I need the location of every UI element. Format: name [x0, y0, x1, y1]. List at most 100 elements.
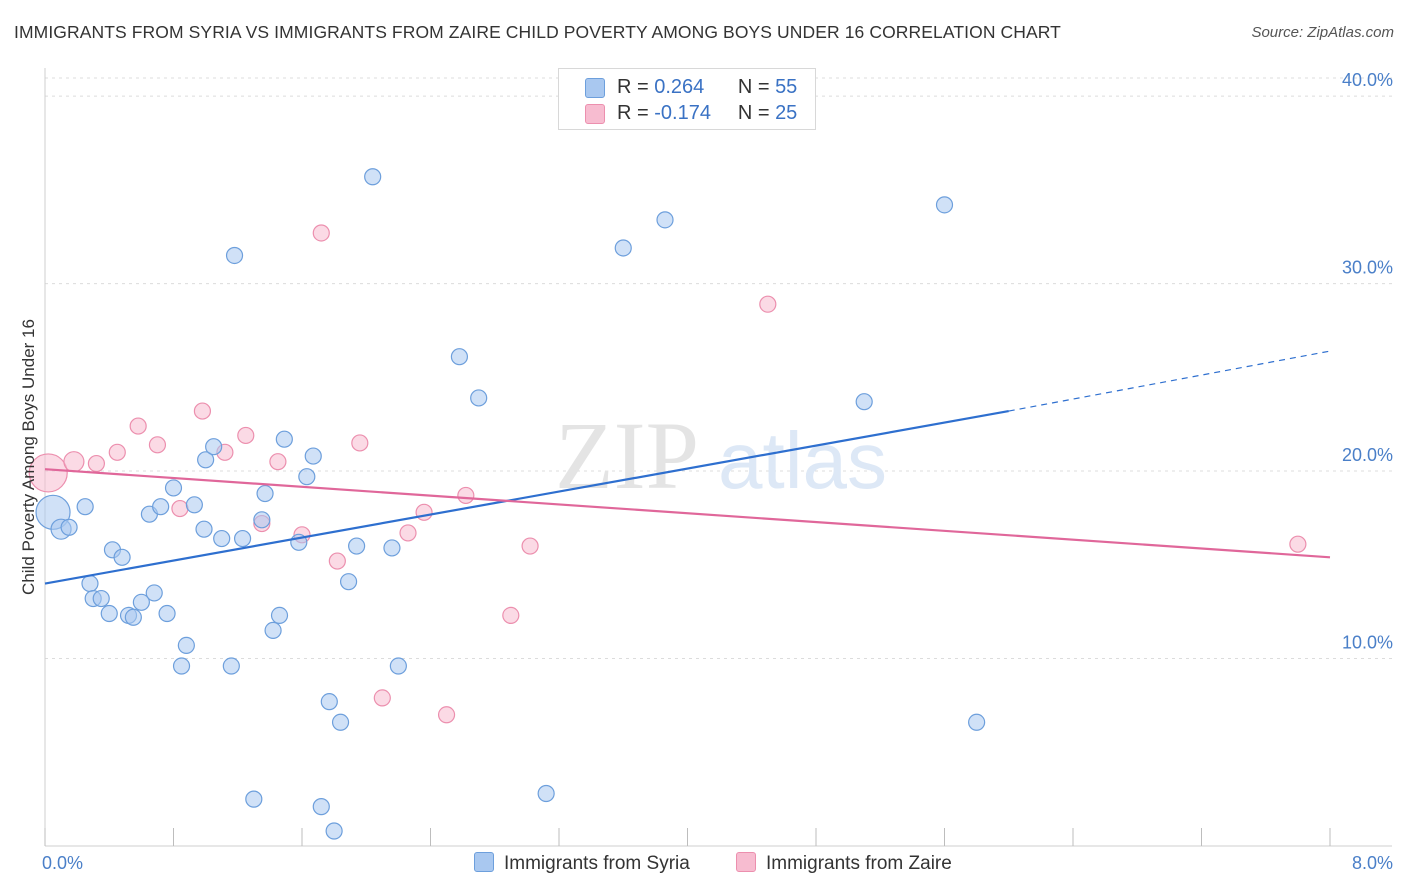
zaire-r-label: R =: [617, 102, 649, 124]
syria-r-value: 0.264: [654, 76, 705, 98]
zaire-point-1: [63, 451, 85, 473]
x-tick-label-1: 8.0%: [1352, 853, 1393, 873]
zaire-point-17: [399, 524, 417, 542]
syria-point-9: [113, 548, 131, 566]
syria-point-25: [222, 657, 240, 675]
legend-item-syria: Immigrants from Syria: [474, 852, 690, 875]
syria-point-20: [185, 496, 203, 514]
zaire-point-23: [759, 295, 777, 313]
syria-n-value: 55: [775, 76, 798, 98]
syria-point-44: [383, 539, 401, 557]
syria-point-3: [76, 498, 94, 516]
zaire-point-2: [87, 454, 106, 473]
watermark-zip: ZIP: [555, 402, 699, 509]
zaire-trend-line: [44, 468, 1331, 559]
syria-point-36: [304, 447, 322, 465]
syria-point-26: [225, 246, 244, 265]
source-label: Source: ZipAtlas.com: [1251, 24, 1394, 41]
watermark: ZIP atlas: [555, 402, 887, 509]
zaire-point-18: [415, 503, 433, 521]
legend-syria-label: Immigrants from Syria: [504, 853, 690, 874]
syria-point-43: [364, 168, 382, 186]
trend-lines: [44, 350, 1331, 585]
syria-point-52: [935, 196, 954, 214]
syria-point-45: [389, 657, 407, 675]
zaire-point-15: [351, 434, 369, 452]
y-tick-label-2: 30.0%: [1342, 258, 1393, 278]
syria-point-29: [253, 511, 271, 529]
zaire-point-9: [237, 426, 255, 445]
syria-point-47: [470, 389, 488, 407]
zaire-point-7: [193, 402, 212, 420]
syria-point-15: [152, 498, 170, 516]
zaire-point-0: [28, 453, 68, 493]
syria-point-2: [60, 518, 78, 536]
syria-point-51: [855, 393, 873, 411]
zaire-point-20: [457, 486, 475, 505]
correlation-legend: R = 0.264 N = 55 R = -0.174 N = 25: [558, 68, 816, 130]
legend-item-zaire: Immigrants from Zaire: [736, 852, 952, 875]
grid-lines: [45, 77, 1392, 660]
zaire-point-19: [437, 706, 456, 724]
syria-point-4: [81, 574, 99, 593]
y-axis-label: Child Poverty Among Boys Under 16: [19, 319, 38, 595]
syria-point-24: [213, 529, 231, 548]
series-zaire-points: [28, 224, 1307, 724]
syria-point-37: [312, 798, 330, 816]
syria-r-label: R =: [617, 76, 649, 98]
x-tick-label-0: 0.0%: [42, 853, 83, 873]
zaire-point-16: [373, 689, 391, 707]
zaire-point-11: [269, 453, 287, 471]
zaire-point-3: [108, 443, 126, 461]
syria-point-11: [124, 608, 142, 626]
syria-point-40: [331, 713, 350, 731]
syria-point-41: [339, 573, 358, 591]
syria-point-46: [450, 348, 469, 366]
zaire-point-14: [328, 552, 346, 570]
zaire-n-value: 25: [775, 102, 798, 124]
syria-point-30: [256, 484, 274, 503]
zaire-point-6: [171, 499, 189, 518]
syria-point-31: [264, 621, 282, 640]
syria-trend-extension: [1008, 350, 1331, 412]
tick-labels: 10.0% 20.0% 30.0% 40.0% 0.0% 8.0%: [42, 70, 1393, 873]
y-tick-label-1: 20.0%: [1342, 445, 1393, 465]
syria-point-33: [275, 430, 293, 448]
syria-point-7: [100, 604, 118, 623]
zaire-r-value: -0.174: [654, 102, 711, 124]
syria-point-18: [172, 657, 191, 675]
zaire-point-13: [312, 224, 330, 242]
syria-point-53: [968, 713, 986, 731]
syria-point-27: [233, 529, 252, 548]
syria-n-label: N =: [737, 76, 770, 98]
syria-point-39: [325, 822, 343, 840]
syria-point-49: [614, 239, 632, 257]
zaire-n-label: N =: [737, 102, 770, 124]
syria-point-12: [132, 593, 150, 611]
watermark-atlas: atlas: [718, 416, 887, 505]
syria-swatch: [585, 78, 605, 98]
legend-syria-swatch: [474, 852, 494, 872]
zaire-point-4: [129, 417, 147, 435]
zaire-swatch: [585, 104, 605, 124]
syria-point-38: [320, 693, 338, 711]
legend-zaire-swatch: [736, 852, 756, 872]
syria-point-14: [145, 584, 163, 602]
series-syria-points: [35, 168, 986, 840]
syria-point-17: [164, 479, 183, 497]
y-tick-label-0: 10.0%: [1342, 633, 1393, 653]
syria-point-48: [537, 784, 555, 803]
syria-point-23: [205, 438, 223, 456]
zaire-point-22: [521, 537, 539, 555]
syria-point-6: [92, 589, 110, 608]
zaire-point-5: [148, 436, 167, 454]
syria-point-19: [177, 636, 195, 655]
syria-point-16: [158, 604, 176, 623]
syria-trend-line: [44, 409, 1009, 585]
syria-point-42: [348, 537, 366, 555]
syria-point-32: [270, 606, 289, 625]
syria-point-50: [656, 211, 674, 229]
zaire-point-24: [1289, 535, 1307, 553]
syria-point-28: [245, 790, 263, 808]
syria-point-35: [298, 468, 316, 486]
